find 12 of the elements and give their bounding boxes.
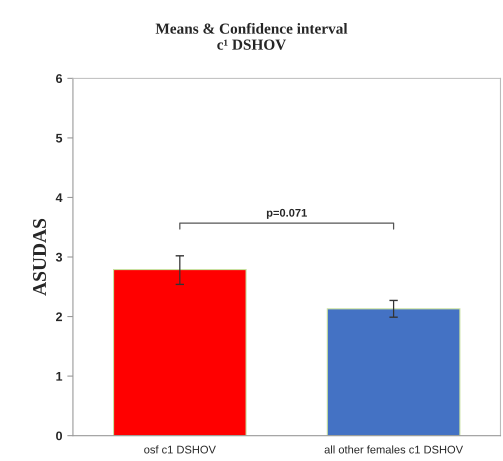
y-tick-label: 5 [56, 134, 62, 143]
y-tick-label: 2 [56, 312, 62, 322]
x-tick-label: all other females c1 DSHOV [324, 445, 464, 454]
y-tick-label: 4 [56, 193, 62, 202]
y-tick-label: 0 [56, 431, 62, 440]
chart-title: Means & Confidence interval c¹ DSHOV [156, 22, 348, 50]
x-tick-label: osf c1 DSHOV [144, 445, 216, 454]
y-tick-label: 1 [56, 372, 62, 381]
y-axis-title: ASUDAS [32, 218, 46, 296]
y-tick-label: 6 [56, 74, 62, 84]
annotation: p=0.071 [266, 208, 307, 219]
y-tick-label: 3 [56, 252, 62, 262]
